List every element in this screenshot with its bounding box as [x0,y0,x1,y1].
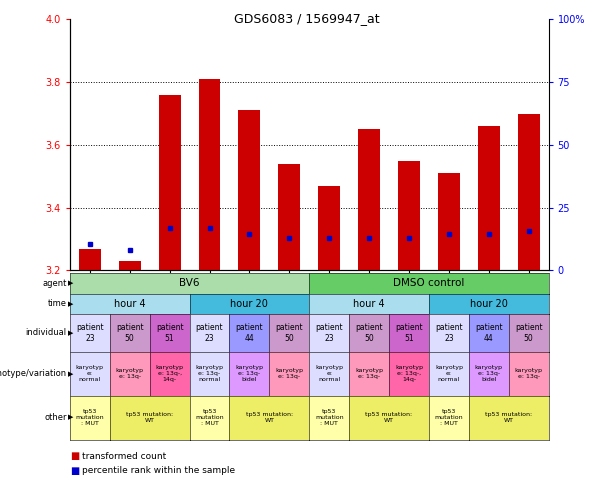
Text: patient
50: patient 50 [116,323,143,342]
Text: tp53 mutation:
WT: tp53 mutation: WT [246,412,293,423]
Text: ▶: ▶ [68,414,74,421]
Text: tp53 mutation:
WT: tp53 mutation: WT [126,412,173,423]
Bar [278,164,300,270]
Text: karyotyp
e: 13q-: karyotyp e: 13q- [116,368,143,379]
Text: tp53 mutation:
WT: tp53 mutation: WT [365,412,413,423]
Text: hour 20: hour 20 [230,299,268,309]
Bar [238,110,261,270]
Text: ▶: ▶ [68,330,74,336]
Text: patient
44: patient 44 [475,323,503,342]
Text: karyotyp
e: 13q-
bidel: karyotyp e: 13q- bidel [475,365,503,382]
Text: tp53
mutation
: MUT: tp53 mutation : MUT [435,409,463,426]
Text: patient
50: patient 50 [515,323,543,342]
Text: ▶: ▶ [68,280,74,286]
Text: karyotyp
e: 13q-: karyotyp e: 13q- [515,368,543,379]
Text: tp53
mutation
: MUT: tp53 mutation : MUT [315,409,343,426]
Text: patient
51: patient 51 [395,323,423,342]
Text: karyotyp
e: 13q-: karyotyp e: 13q- [275,368,303,379]
Text: hour 20: hour 20 [470,299,508,309]
Text: karyotyp
e:
normal: karyotyp e: normal [435,365,463,382]
Bar [518,114,539,270]
Text: patient
51: patient 51 [156,323,183,342]
Text: DMSO control: DMSO control [394,278,465,288]
Text: individual: individual [26,328,67,338]
Text: karyotyp
e: 13q-: karyotyp e: 13q- [355,368,383,379]
Bar [318,185,340,270]
Text: transformed count: transformed count [82,452,166,461]
Text: ▶: ▶ [68,301,74,307]
Text: patient
50: patient 50 [275,323,303,342]
Text: hour 4: hour 4 [353,299,385,309]
Text: ■: ■ [70,466,79,476]
Text: patient
23: patient 23 [435,323,463,342]
Text: karyotyp
e: 13q-,
14q-: karyotyp e: 13q-, 14q- [395,365,423,382]
Text: ▶: ▶ [68,370,74,377]
Text: time: time [48,299,67,308]
Text: karyotyp
e:
normal: karyotyp e: normal [76,365,104,382]
Text: other: other [44,413,67,422]
Text: GDS6083 / 1569947_at: GDS6083 / 1569947_at [234,12,379,25]
Text: BV6: BV6 [180,278,200,288]
Text: patient
50: patient 50 [356,323,383,342]
Bar [79,249,101,270]
Text: karyotyp
e:
normal: karyotyp e: normal [315,365,343,382]
Text: tp53
mutation
: MUT: tp53 mutation : MUT [75,409,104,426]
Text: percentile rank within the sample: percentile rank within the sample [82,467,235,475]
Text: patient
23: patient 23 [316,323,343,342]
Bar [159,95,181,270]
Text: patient
44: patient 44 [235,323,263,342]
Text: tp53 mutation:
WT: tp53 mutation: WT [485,412,532,423]
Bar [119,261,141,270]
Text: genotype/variation: genotype/variation [0,369,67,378]
Text: karyotyp
e: 13q-
bidel: karyotyp e: 13q- bidel [235,365,264,382]
Bar [199,79,221,270]
Text: karyotyp
e: 13q-,
14q-: karyotyp e: 13q-, 14q- [156,365,184,382]
Text: hour 4: hour 4 [114,299,145,309]
Text: ■: ■ [70,452,79,461]
Bar [398,161,420,270]
Text: agent: agent [42,279,67,288]
Bar [438,173,460,270]
Text: patient
23: patient 23 [196,323,223,342]
Text: patient
23: patient 23 [76,323,104,342]
Text: tp53
mutation
: MUT: tp53 mutation : MUT [195,409,224,426]
Bar [358,129,380,270]
Text: karyotyp
e: 13q-
normal: karyotyp e: 13q- normal [196,365,224,382]
Bar [478,126,500,270]
